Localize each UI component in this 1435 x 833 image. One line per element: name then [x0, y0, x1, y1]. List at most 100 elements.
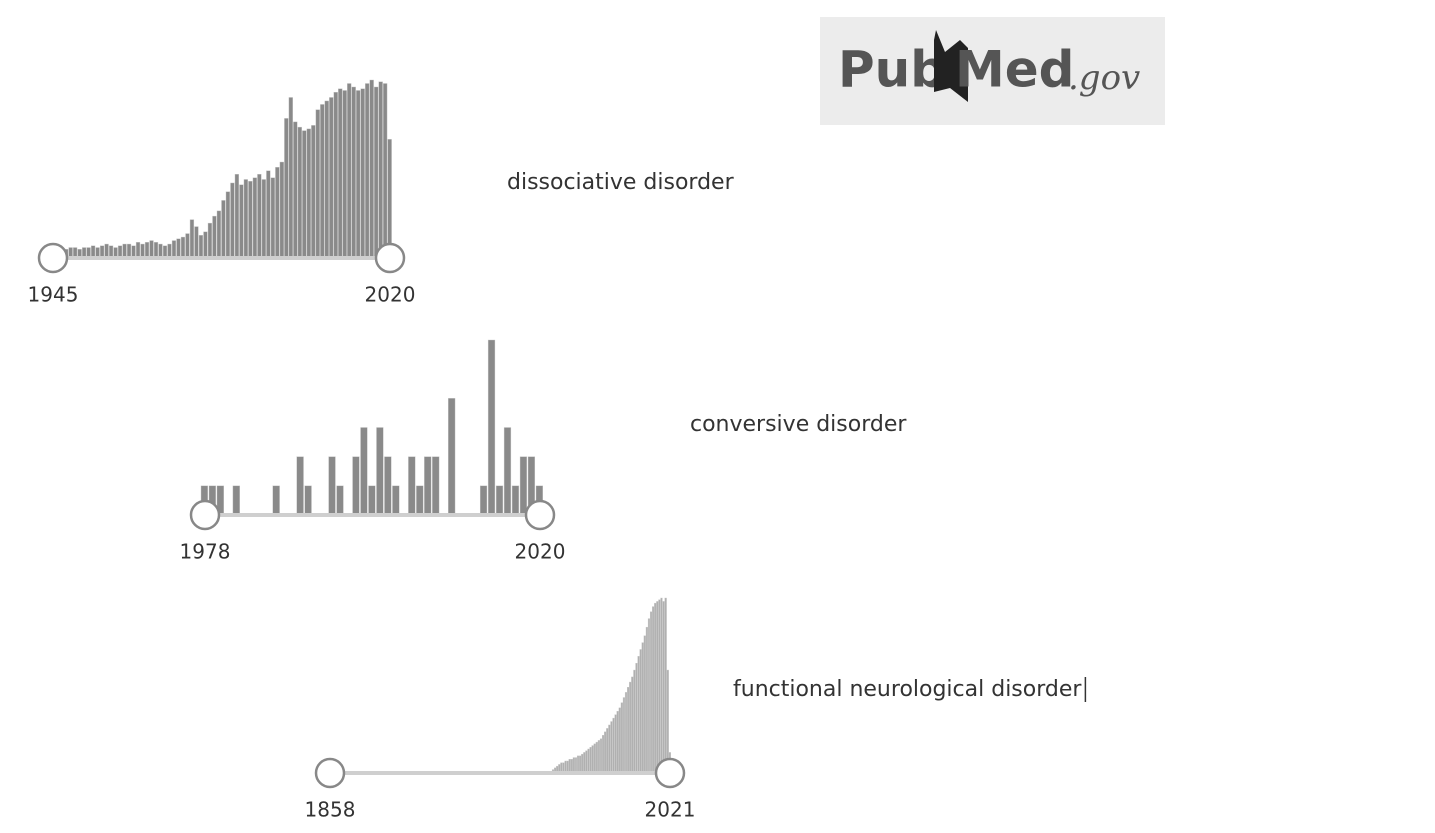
histogram-bar — [384, 456, 392, 516]
histogram-bar — [185, 233, 190, 259]
histogram-bar — [649, 611, 653, 774]
histogram-bar — [658, 599, 661, 774]
x-tick-label: 1978 — [180, 540, 231, 564]
x-tick-label: 1858 — [305, 798, 356, 822]
histogram-bar — [239, 184, 244, 259]
histogram-bar — [171, 240, 177, 259]
histogram-bar — [374, 86, 379, 259]
histogram-bar — [511, 485, 520, 516]
histogram-bar — [624, 692, 628, 774]
histogram-bar — [216, 210, 222, 259]
histogram-bar — [272, 485, 280, 516]
histogram-bar — [416, 485, 424, 516]
histogram-bar — [153, 242, 159, 259]
histogram-bar — [387, 139, 392, 259]
histogram-bar — [652, 606, 655, 774]
histogram-bar — [257, 174, 262, 259]
histogram-bar — [610, 721, 613, 774]
histogram-bar — [666, 669, 669, 774]
histogram-bar — [654, 602, 657, 774]
histogram-bar — [360, 88, 365, 259]
histogram-bar — [606, 728, 609, 774]
logo-background — [820, 17, 1165, 125]
histogram-bar — [207, 222, 213, 259]
histogram-bar — [664, 597, 667, 774]
histogram-bar — [424, 456, 432, 516]
histogram-bar — [618, 707, 621, 774]
histogram-bar — [631, 676, 634, 774]
histogram-bar — [284, 118, 289, 259]
histogram-bar — [266, 170, 271, 259]
histogram-bar — [519, 456, 528, 516]
histogram-bar — [261, 179, 266, 259]
histogram-bar — [126, 243, 132, 259]
histogram-bar — [270, 177, 275, 259]
histogram-bar — [297, 126, 302, 259]
histogram-bar — [570, 759, 573, 774]
range-handle[interactable] — [374, 242, 406, 274]
histogram-bar — [104, 243, 109, 259]
histogram-bar — [144, 242, 150, 259]
histogram-bar — [432, 456, 440, 516]
histogram-bar — [627, 687, 630, 774]
timeline-chart: 1945 2020 dissociative disorder — [28, 79, 735, 307]
range-handle[interactable] — [654, 757, 686, 789]
histogram-bar — [225, 191, 231, 259]
histogram-bar — [448, 398, 456, 516]
range-handle[interactable] — [314, 757, 346, 789]
histogram-bar — [487, 339, 496, 516]
logo-pub: Pub — [838, 41, 946, 99]
histogram-bar — [158, 243, 163, 259]
histogram-bar — [593, 743, 596, 774]
chart-title: conversive disorder — [690, 412, 907, 437]
histogram-bar — [203, 231, 208, 259]
histogram-bar — [324, 100, 329, 259]
range-handle[interactable] — [189, 499, 221, 531]
histogram-bar — [275, 167, 280, 259]
histogram-bar — [647, 618, 651, 774]
histogram-bar — [279, 161, 284, 259]
logo-med: Med — [955, 41, 1074, 99]
histogram-bar — [333, 92, 338, 259]
histogram-bar — [167, 243, 172, 259]
histogram-bar — [608, 724, 611, 774]
histogram-bar — [585, 750, 588, 774]
histogram-bar — [320, 104, 325, 259]
histogram-bar — [599, 738, 603, 774]
histogram-bar — [614, 714, 617, 774]
histogram-bar — [622, 697, 626, 774]
histogram-bar — [180, 236, 186, 259]
histogram-bar — [336, 485, 344, 516]
range-handle[interactable] — [524, 499, 556, 531]
histogram-bar — [495, 485, 504, 516]
chart-title: functional neurological disorder — [733, 677, 1082, 702]
histogram-bar — [338, 88, 343, 259]
histogram-bar — [230, 182, 235, 259]
histogram-bar — [315, 109, 320, 259]
x-tick-label: 2021 — [645, 798, 696, 822]
histogram-bar — [189, 219, 195, 259]
histogram-bar — [662, 601, 665, 774]
histogram-bar — [479, 485, 488, 516]
histogram-bar — [232, 485, 240, 516]
histogram-bar — [378, 81, 383, 259]
pubmed-logo[interactable]: Pub Med .gov — [820, 17, 1165, 125]
chart-title: dissociative disorder — [507, 170, 735, 195]
histogram-bar — [587, 748, 590, 774]
histogram-bar — [660, 597, 663, 774]
histogram-bar — [602, 735, 605, 774]
histogram-bar — [302, 130, 307, 259]
x-tick-label: 2020 — [515, 540, 566, 564]
histogram-bar — [351, 86, 356, 259]
histogram-bar — [572, 757, 575, 774]
histogram-bar — [288, 97, 293, 259]
histogram-bar — [597, 740, 601, 774]
histogram-bar — [176, 238, 181, 259]
histogram-bar — [243, 179, 248, 259]
histogram-bar — [616, 711, 619, 774]
histogram-bar — [248, 181, 253, 259]
histogram-bar — [629, 681, 632, 774]
histogram-bar — [641, 642, 644, 774]
histogram-bar — [221, 200, 226, 259]
range-handle[interactable] — [37, 242, 69, 274]
